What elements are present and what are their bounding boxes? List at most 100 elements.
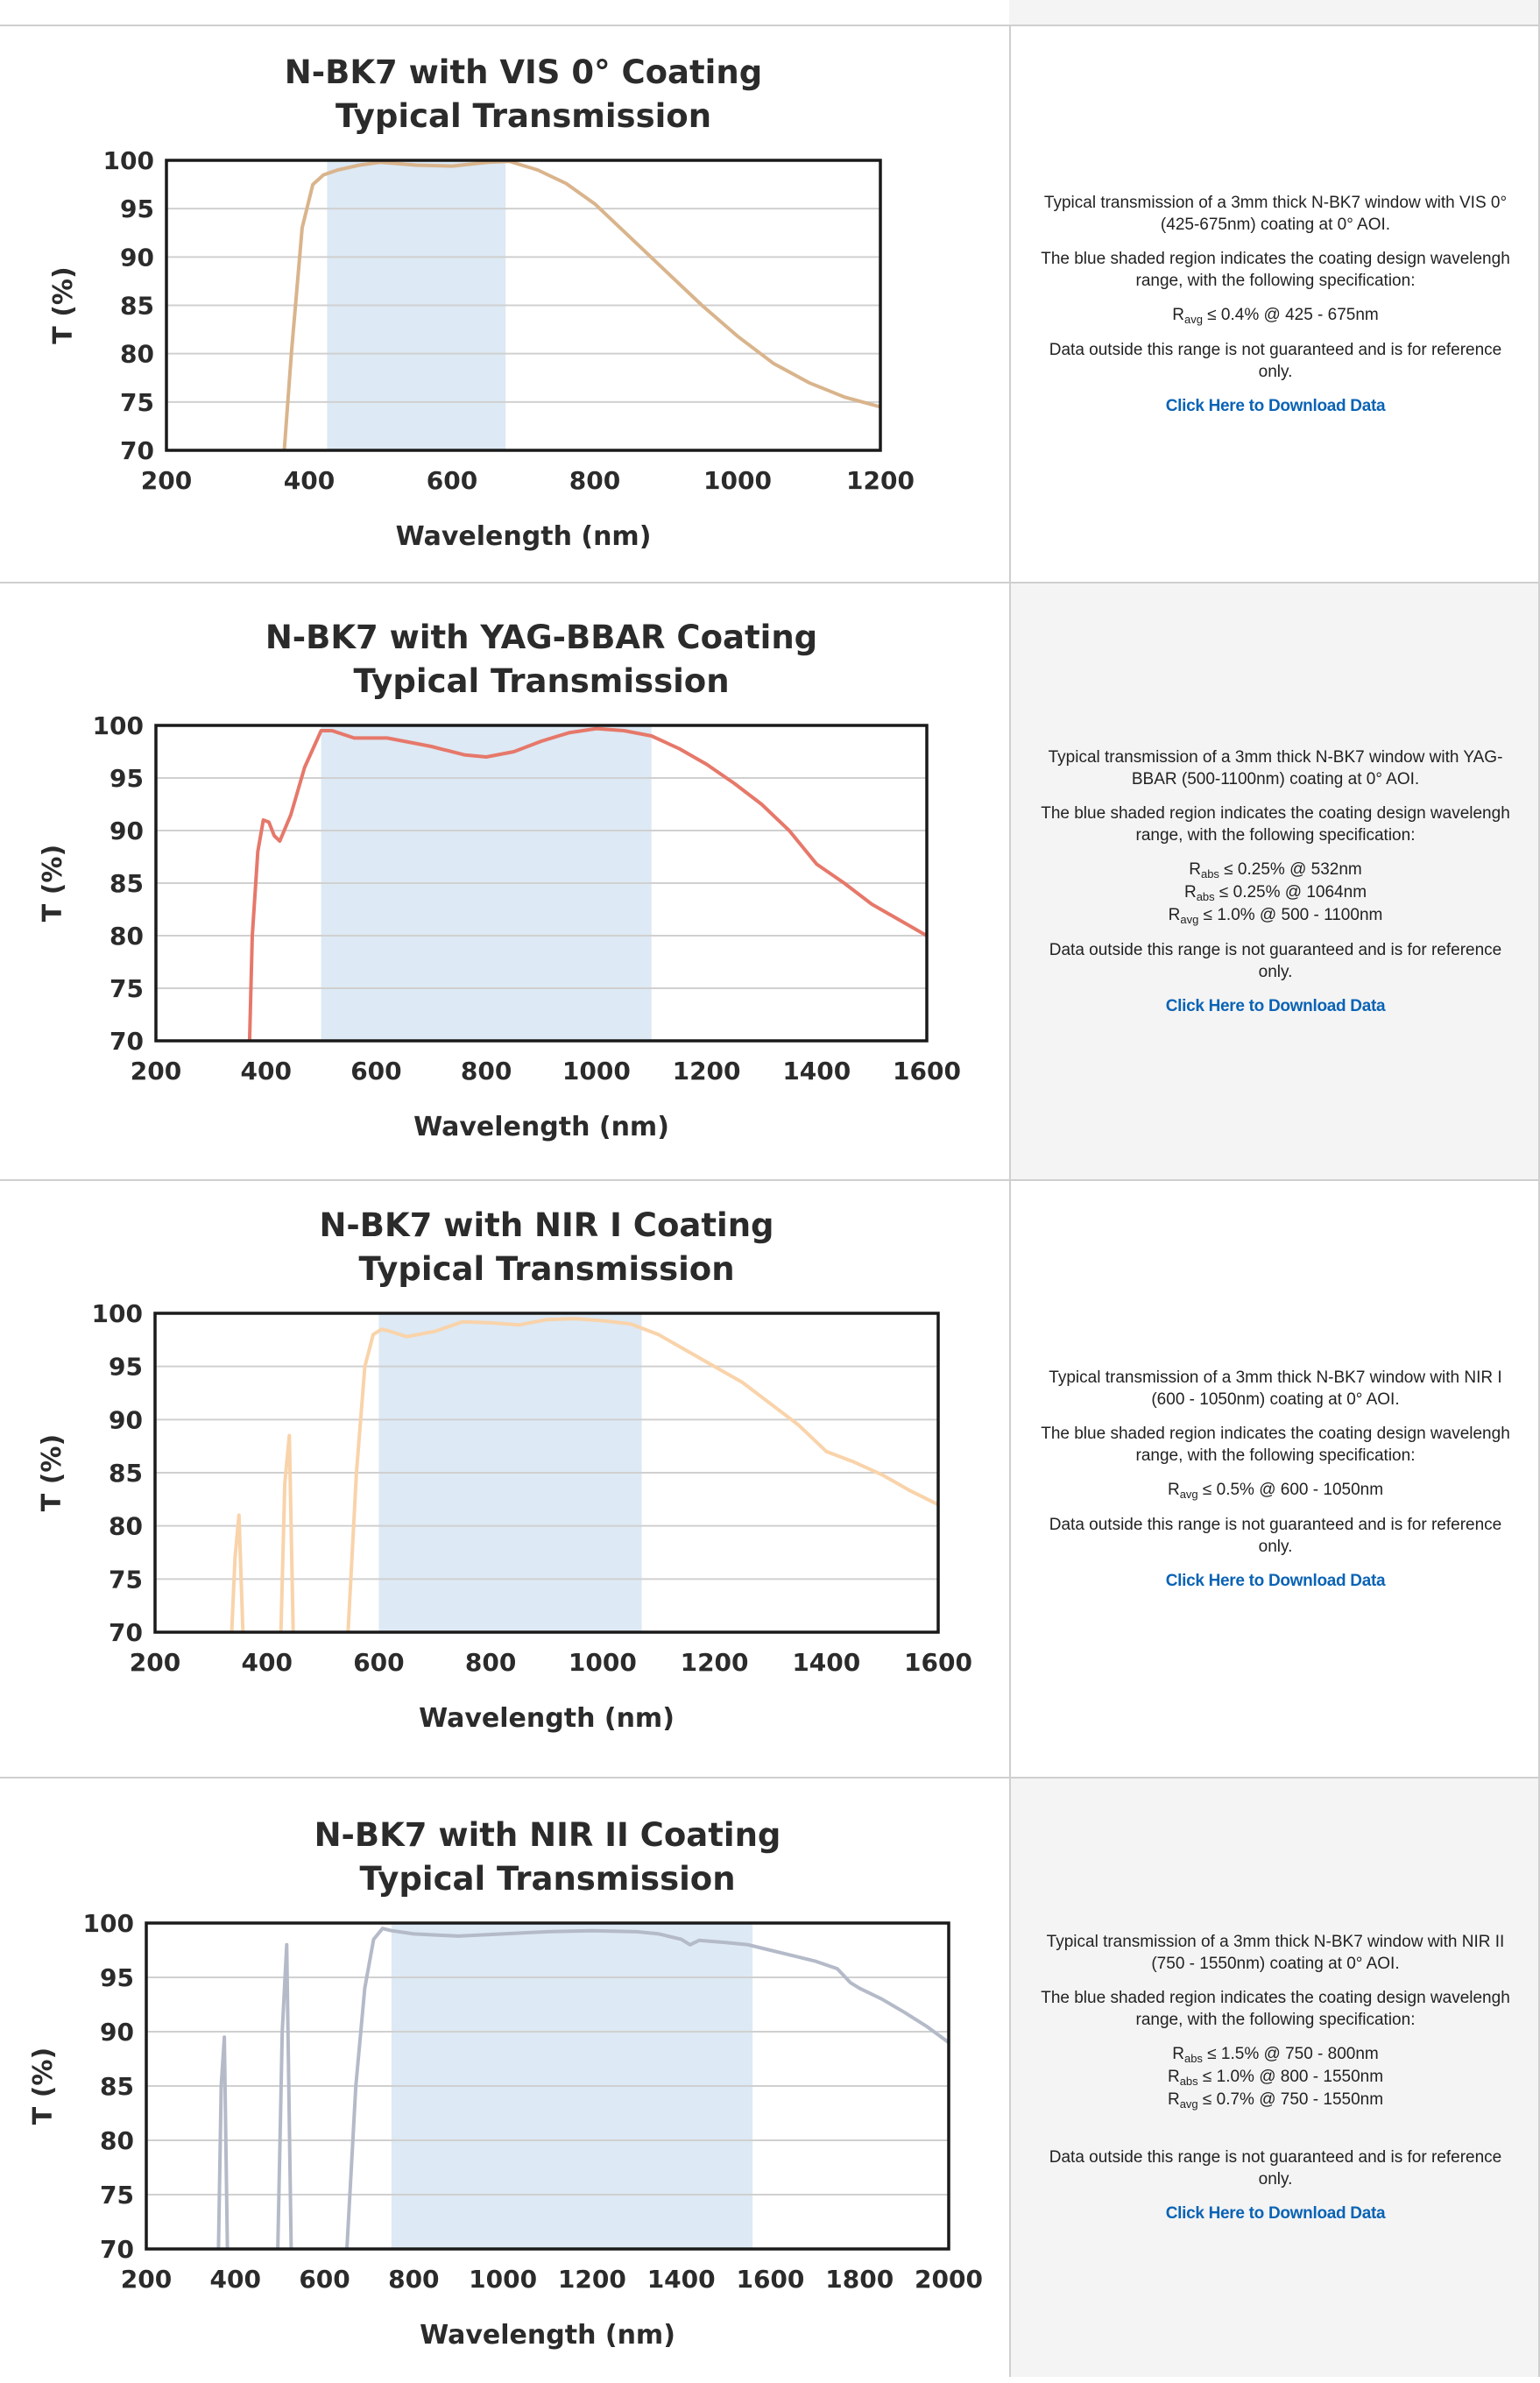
disclaimer-text: Data outside this range is not guarantee…: [1049, 1515, 1502, 1556]
x-tick-label: 800: [569, 466, 620, 495]
disclaimer-text: Data outside this range is not guarantee…: [1049, 940, 1502, 981]
download-data-link[interactable]: Click Here to Download Data: [1165, 396, 1386, 415]
y-tick-label: 95: [109, 1353, 143, 1382]
x-tick-label: 600: [350, 1057, 401, 1085]
plot-frame: [153, 1312, 940, 1634]
y-tick-label: 85: [109, 869, 144, 898]
chart-nir1-transmission: N-BK7 with NIR I Coating Typical Transmis…: [37, 1206, 972, 1734]
chart-cell: N-BK7 with NIR II Coating Typical Transmi…: [0, 1778, 1009, 2377]
y-tick-label: 70: [109, 1027, 144, 1056]
spec-line: Ravg ≤ 0.4% @ 425 - 675nm: [1172, 305, 1379, 326]
transmission-series-line: [346, 1317, 938, 1632]
chart-cell: N-BK7 with VIS 0° Coating Typical Transmi…: [0, 26, 1009, 582]
y-tick-label: 90: [109, 817, 144, 845]
x-tick-label: 600: [353, 1648, 404, 1677]
x-axis-label: Wavelength (nm): [420, 2320, 675, 2351]
spec-line: Ravg ≤ 0.7% @ 750 - 1550nm: [1167, 2090, 1384, 2111]
plot-frame: [145, 1921, 950, 2251]
description-text: Typical transmission of a 3mm thick N-BK…: [1048, 747, 1503, 788]
y-tick-label: 90: [120, 243, 154, 272]
x-tick-label: 400: [284, 466, 335, 495]
y-tick-label: 90: [100, 2018, 134, 2047]
x-tick-label: 400: [240, 1057, 291, 1085]
x-tick-label: 200: [131, 1057, 181, 1085]
x-tick-label: 200: [121, 2265, 172, 2294]
y-tick-label: 75: [100, 2181, 134, 2210]
chart-subtitle: Typical Transmission: [336, 97, 711, 135]
x-axis-label: Wavelength (nm): [419, 1703, 675, 1734]
description-cell: Typical transmission of a 3mm thick N-BK…: [1009, 1181, 1540, 1777]
x-tick-label: 600: [427, 466, 477, 495]
spec-line: Rabs ≤ 1.5% @ 750 - 800nm: [1172, 2045, 1379, 2065]
x-tick-label: 1200: [846, 466, 915, 495]
table-row-vis0: N-BK7 with VIS 0° Coating Typical Transmi…: [0, 25, 1540, 582]
x-tick-label: 400: [241, 1648, 292, 1677]
chart-title: N-BK7 with NIR I Coating: [319, 1206, 774, 1244]
x-tick-label: 1400: [782, 1057, 851, 1085]
transmission-series-line: [279, 1433, 295, 1632]
spec-line: Ravg ≤ 0.5% @ 600 - 1050nm: [1167, 1480, 1384, 1501]
y-tick-label: 75: [120, 388, 154, 417]
y-tick-label: 70: [120, 436, 154, 465]
y-tick-label: 95: [120, 194, 154, 223]
blue-region-note: The blue shaded region indicates the coa…: [1041, 803, 1510, 845]
blue-region-note: The blue shaded region indicates the coa…: [1041, 249, 1510, 290]
y-tick-label: 75: [109, 974, 144, 1003]
download-data-link[interactable]: Click Here to Download Data: [1165, 2204, 1386, 2223]
x-axis-label: Wavelength (nm): [413, 1112, 669, 1142]
x-tick-label: 1600: [904, 1648, 972, 1677]
spec-list: Ravg ≤ 0.4% @ 425 - 675nm: [1030, 304, 1521, 327]
x-tick-label: 1600: [736, 2265, 804, 2294]
chart-nir2-transmission: N-BK7 with NIR II Coating Typical Transmi…: [28, 1816, 983, 2351]
download-data-link[interactable]: Click Here to Download Data: [1165, 996, 1386, 1015]
x-tick-label: 400: [210, 2265, 261, 2294]
x-tick-label: 1800: [825, 2265, 894, 2294]
top-strip-left: [0, 0, 1009, 25]
chart-title: N-BK7 with NIR II Coating: [314, 1816, 781, 1854]
x-tick-label: 200: [141, 466, 192, 495]
y-axis-label: T (%): [28, 2047, 59, 2125]
x-tick-label: 200: [130, 1648, 180, 1677]
transmission-series-line: [230, 1513, 245, 1632]
y-tick-label: 85: [120, 292, 154, 321]
chart-subtitle: Typical Transmission: [359, 1860, 735, 1898]
chart-yag-bbar-transmission: N-BK7 with YAG-BBAR Coating Typical Trans…: [38, 619, 961, 1142]
description-text: Typical transmission of a 3mm thick N-BK…: [1049, 1368, 1502, 1409]
x-tick-label: 1600: [893, 1057, 961, 1085]
x-tick-label: 1400: [647, 2265, 716, 2294]
x-tick-label: 800: [465, 1648, 516, 1677]
chart-subtitle: Typical Transmission: [358, 1250, 734, 1288]
transmission-series-line: [216, 2035, 230, 2249]
spec-line: Rabs ≤ 1.0% @ 800 - 1550nm: [1167, 2068, 1384, 2088]
x-tick-label: 1000: [562, 1057, 631, 1085]
download-data-link[interactable]: Click Here to Download Data: [1165, 1571, 1386, 1590]
y-tick-label: 80: [109, 922, 144, 951]
y-tick-label: 100: [93, 711, 144, 740]
table-row-nir2: N-BK7 with NIR II Coating Typical Transmi…: [0, 1777, 1540, 2377]
y-tick-label: 95: [109, 764, 144, 793]
y-axis-label: T (%): [37, 1434, 67, 1511]
y-tick-label: 70: [109, 1618, 143, 1647]
chart-subtitle: Typical Transmission: [353, 662, 729, 700]
chart-title: N-BK7 with VIS 0° Coating: [285, 53, 762, 91]
y-tick-label: 100: [83, 1909, 134, 1938]
chart-vis0-transmission: N-BK7 with VIS 0° Coating Typical Transmi…: [48, 53, 915, 552]
blue-region-note: The blue shaded region indicates the coa…: [1041, 1424, 1510, 1465]
transmission-series-line: [247, 726, 927, 1041]
y-tick-label: 85: [109, 1459, 143, 1488]
y-tick-label: 70: [100, 2235, 134, 2264]
y-axis-label: T (%): [38, 845, 68, 922]
y-tick-label: 100: [103, 146, 154, 175]
y-tick-label: 80: [120, 340, 154, 369]
x-tick-label: 1000: [469, 2265, 537, 2294]
y-tick-label: 80: [100, 2126, 134, 2155]
transmission-series-line: [345, 1927, 949, 2249]
x-tick-label: 1000: [703, 466, 772, 495]
spec-list: Ravg ≤ 0.5% @ 600 - 1050nm: [1030, 1479, 1521, 1502]
plot-frame: [154, 724, 929, 1043]
table-top-strip: [0, 0, 1540, 25]
disclaimer-text: Data outside this range is not guarantee…: [1049, 340, 1502, 381]
chart-cell: N-BK7 with NIR I Coating Typical Transmis…: [0, 1181, 1009, 1777]
spec-line: Rabs ≤ 0.25% @ 532nm: [1189, 859, 1362, 880]
description-text: Typical transmission of a 3mm thick N-BK…: [1043, 193, 1508, 234]
